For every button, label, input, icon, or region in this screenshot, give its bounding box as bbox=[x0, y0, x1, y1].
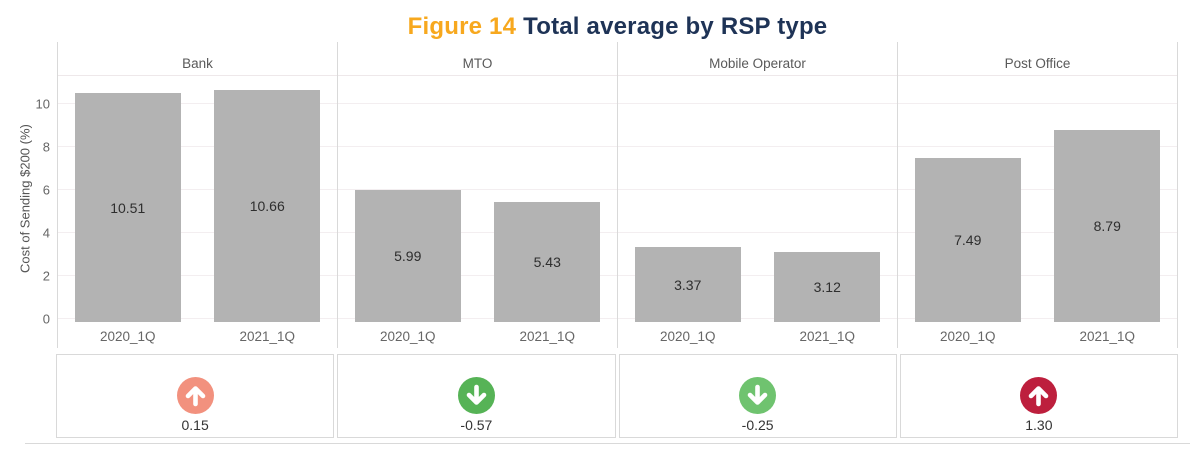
x-tick-label: 2021_1Q bbox=[239, 328, 296, 344]
facet-panel-post-office: Post Office 7.49 8.79 2020_1Q 2021_1Q bbox=[897, 42, 1178, 348]
change-value: -0.57 bbox=[460, 417, 493, 434]
bar-2020_1Q: 5.99 bbox=[354, 190, 461, 323]
y-tick-label: 4 bbox=[42, 225, 50, 241]
y-axis-ticks: 0 2 4 6 8 10 bbox=[26, 75, 50, 326]
bar-2021_1Q: 5.43 bbox=[494, 202, 601, 323]
x-tick-label: 2021_1Q bbox=[519, 328, 576, 344]
gridline bbox=[618, 146, 897, 148]
gridline bbox=[58, 146, 337, 148]
bar-value-label: 8.79 bbox=[1093, 218, 1121, 235]
bar-group: 3.37 3.12 bbox=[618, 76, 897, 323]
x-axis-labels: 2020_1Q 2021_1Q bbox=[898, 322, 1177, 348]
gridline bbox=[898, 318, 1177, 320]
bar-2020_1Q: 7.49 bbox=[914, 158, 1021, 323]
gridline bbox=[618, 275, 897, 277]
gridline bbox=[618, 232, 897, 234]
plot-area: 10.51 10.66 bbox=[58, 74, 337, 323]
x-tick-label: 2021_1Q bbox=[799, 328, 856, 344]
bar-value-label: 10.66 bbox=[249, 198, 285, 215]
bar-2021_1Q: 8.79 bbox=[1054, 130, 1161, 323]
x-axis-labels: 2020_1Q 2021_1Q bbox=[618, 322, 897, 348]
y-tick-label: 8 bbox=[42, 139, 50, 155]
gridline bbox=[898, 275, 1177, 277]
x-axis-labels: 2020_1Q 2021_1Q bbox=[338, 322, 617, 348]
gridline bbox=[58, 189, 337, 191]
bar-2021_1Q: 3.12 bbox=[774, 252, 881, 323]
figure-title: Figure 14 Total average by RSP type bbox=[57, 13, 1178, 41]
gridline bbox=[338, 275, 617, 277]
x-tick-label: 2020_1Q bbox=[659, 328, 716, 344]
change-value: -0.25 bbox=[741, 417, 774, 434]
change-value: 0.15 bbox=[181, 417, 209, 434]
trend-box-mobile-operator: -0.25 bbox=[618, 354, 897, 438]
y-tick-label: 0 bbox=[42, 311, 50, 327]
gridline bbox=[338, 232, 617, 234]
facet-panel-bank: Bank 10.51 10.66 2020_1Q 2021_1Q bbox=[57, 42, 337, 348]
arrow-up-circle-icon bbox=[1020, 377, 1058, 415]
facet-title: Bank bbox=[182, 55, 213, 71]
gridline bbox=[58, 275, 337, 277]
gridline bbox=[338, 146, 617, 148]
gridline bbox=[58, 318, 337, 320]
x-tick-label: 2020_1Q bbox=[99, 328, 156, 344]
facet-title: MTO bbox=[462, 55, 493, 71]
y-tick-label: 2 bbox=[42, 268, 50, 284]
bar-value-label: 5.43 bbox=[533, 254, 561, 271]
x-axis-labels: 2020_1Q 2021_1Q bbox=[58, 322, 337, 348]
bar-group: 10.51 10.66 bbox=[58, 76, 337, 323]
gridline bbox=[338, 103, 617, 105]
gridline bbox=[618, 318, 897, 320]
bottom-divider bbox=[25, 443, 1190, 444]
bar-2021_1Q: 10.66 bbox=[214, 90, 321, 323]
arrow-up-circle-icon bbox=[176, 377, 214, 415]
change-value: 1.30 bbox=[1025, 417, 1053, 434]
gridline bbox=[338, 189, 617, 191]
x-tick-label: 2020_1Q bbox=[939, 328, 996, 344]
trend-summary-row: 0.15 -0.57 -0.25 1.30 bbox=[56, 354, 1178, 438]
bar-2020_1Q: 3.37 bbox=[634, 247, 741, 323]
bar-value-label: 3.12 bbox=[813, 279, 841, 296]
bar-2020_1Q: 10.51 bbox=[74, 93, 181, 323]
facet-title: Mobile Operator bbox=[709, 55, 806, 71]
gridline bbox=[898, 146, 1177, 148]
gridline bbox=[58, 103, 337, 105]
gridline bbox=[898, 232, 1177, 234]
facet-panels: Bank 10.51 10.66 2020_1Q 2021_1Q MTO 5.99 5.43 2… bbox=[57, 42, 1178, 348]
trend-box-post-office: 1.30 bbox=[899, 354, 1178, 438]
bar-group: 7.49 8.79 bbox=[898, 76, 1177, 323]
figure-title-text: Total average by RSP type bbox=[523, 13, 828, 40]
arrow-down-circle-icon bbox=[457, 377, 495, 415]
y-tick-label: 6 bbox=[42, 182, 50, 198]
bar-value-label: 7.49 bbox=[954, 232, 982, 249]
plot-area: 5.99 5.43 bbox=[338, 74, 617, 323]
trend-box-mto: -0.57 bbox=[337, 354, 616, 438]
y-tick-label: 10 bbox=[35, 96, 50, 112]
facet-panel-mto: MTO 5.99 5.43 2020_1Q 2021_1Q bbox=[337, 42, 617, 348]
gridline bbox=[618, 103, 897, 105]
gridline bbox=[338, 318, 617, 320]
gridline bbox=[58, 232, 337, 234]
facet-title: Post Office bbox=[1004, 55, 1071, 71]
x-tick-label: 2021_1Q bbox=[1079, 328, 1136, 344]
figure-number: Figure 14 bbox=[407, 13, 517, 40]
gridline bbox=[618, 189, 897, 191]
plot-area: 7.49 8.79 bbox=[898, 74, 1177, 323]
bar-value-label: 3.37 bbox=[674, 276, 702, 293]
bar-group: 5.99 5.43 bbox=[338, 76, 617, 323]
plot-area: 3.37 3.12 bbox=[618, 74, 897, 323]
trend-box-bank: 0.15 bbox=[56, 354, 335, 438]
gridline bbox=[898, 189, 1177, 191]
bar-value-label: 5.99 bbox=[394, 248, 422, 265]
x-tick-label: 2020_1Q bbox=[379, 328, 436, 344]
bar-value-label: 10.51 bbox=[110, 199, 146, 216]
facet-panel-mobile-operator: Mobile Operator 3.37 3.12 2020_1Q 2021_1Q bbox=[617, 42, 897, 348]
arrow-down-circle-icon bbox=[739, 377, 777, 415]
gridline bbox=[898, 103, 1177, 105]
